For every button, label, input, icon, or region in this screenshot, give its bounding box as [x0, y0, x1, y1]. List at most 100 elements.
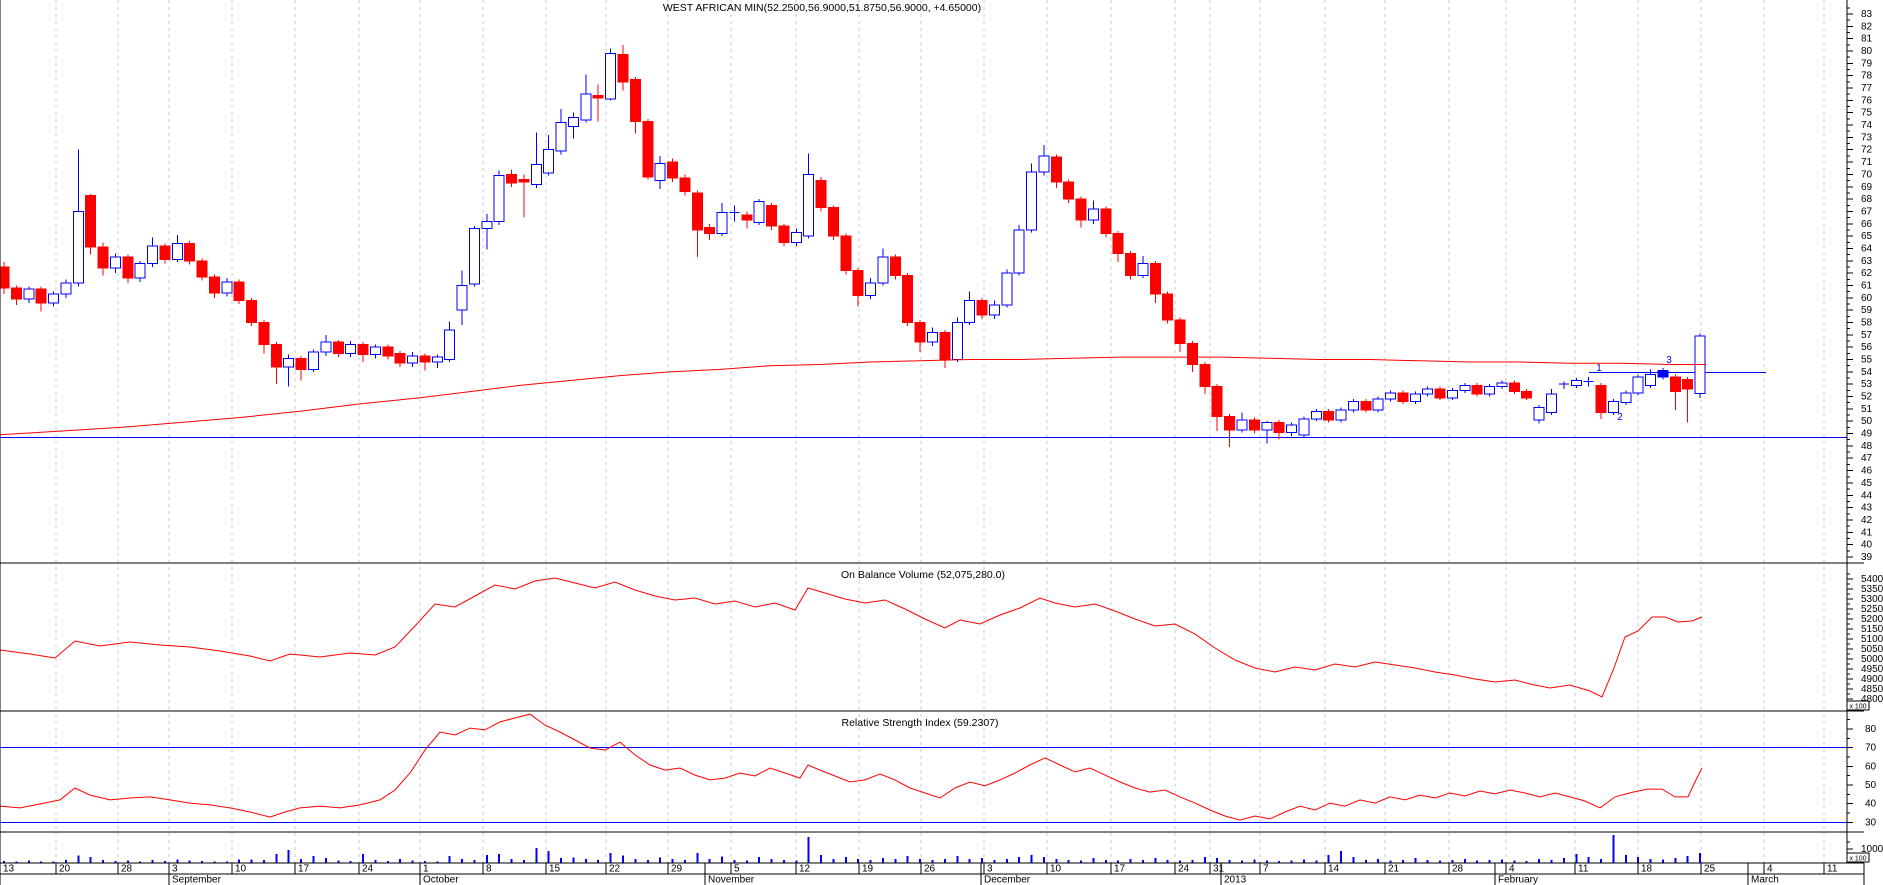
svg-text:18: 18	[1641, 864, 1653, 875]
svg-text:71: 71	[1861, 157, 1873, 168]
rsi-panel-title: Relative Strength Index (59.2307)	[841, 717, 998, 729]
svg-text:76: 76	[1861, 95, 1873, 106]
svg-text:62: 62	[1861, 268, 1873, 279]
svg-text:73: 73	[1861, 132, 1873, 143]
svg-text:1: 1	[423, 864, 429, 875]
date-axis-weeks: 13 20 28 3 10 17 24 1 8 15 22 29 5 12 19 26 3 10 17 24 31 7 14…	[0, 863, 1838, 875]
svg-text:8: 8	[486, 864, 492, 875]
svg-text:39: 39	[1861, 552, 1873, 563]
svg-text:48500: 48500	[1861, 684, 1883, 695]
svg-text:49: 49	[1861, 429, 1873, 440]
svg-text:66: 66	[1861, 219, 1873, 230]
svg-text:53500: 53500	[1861, 584, 1883, 595]
svg-text:67: 67	[1861, 206, 1873, 217]
volume-multiplier-badge: x 100	[1846, 852, 1870, 863]
svg-text:49500: 49500	[1861, 664, 1883, 675]
svg-text:83: 83	[1861, 9, 1873, 20]
svg-text:55: 55	[1861, 355, 1873, 366]
svg-text:1: 1	[1596, 363, 1602, 374]
svg-text:13: 13	[3, 864, 15, 875]
svg-text:3: 3	[987, 864, 993, 875]
svg-text:52: 52	[1861, 392, 1873, 403]
svg-text:February: February	[1498, 875, 1538, 885]
svg-text:54000: 54000	[1861, 574, 1883, 585]
weekly-gridlines	[55, 0, 1825, 863]
svg-text:October: October	[423, 875, 459, 885]
date-axis-months: September October November December 2013 Febr…	[168, 863, 1779, 885]
svg-text:5: 5	[734, 864, 740, 875]
svg-text:51000: 51000	[1861, 634, 1883, 645]
svg-text:50: 50	[1861, 416, 1873, 427]
volume-bars	[3, 835, 1702, 863]
svg-text:52000: 52000	[1861, 614, 1883, 625]
svg-text:46: 46	[1861, 466, 1873, 477]
svg-text:79: 79	[1861, 58, 1873, 69]
trend-annotations: 1 2 3	[1596, 355, 1672, 423]
obv-line	[0, 577, 1703, 698]
svg-text:56: 56	[1861, 342, 1873, 353]
svg-text:78: 78	[1861, 71, 1873, 82]
svg-text:51500: 51500	[1861, 624, 1883, 635]
svg-text:17: 17	[1114, 864, 1126, 875]
svg-text:4: 4	[1767, 864, 1773, 875]
svg-text:17: 17	[298, 864, 310, 875]
svg-text:x 100: x 100	[1849, 856, 1866, 863]
svg-text:24: 24	[362, 864, 374, 875]
svg-text:11: 11	[1827, 864, 1838, 875]
rsi-axis: 30 40 50 60 70 80	[1847, 719, 1877, 828]
svg-text:80: 80	[1861, 46, 1873, 57]
svg-text:53000: 53000	[1861, 594, 1883, 605]
svg-text:50000: 50000	[1861, 654, 1883, 665]
svg-text:54: 54	[1861, 367, 1873, 378]
svg-text:57: 57	[1861, 330, 1873, 341]
obv-multiplier-badge: x 100	[1846, 700, 1870, 711]
svg-text:48: 48	[1861, 441, 1873, 452]
svg-text:10: 10	[1050, 864, 1062, 875]
svg-text:82: 82	[1861, 21, 1873, 32]
svg-text:3: 3	[1666, 355, 1672, 366]
panel-titles: WEST AFRICAN MIN(52.2500,56.9000,51.8750…	[663, 2, 1005, 729]
svg-text:61: 61	[1861, 280, 1873, 291]
svg-text:26: 26	[924, 864, 936, 875]
svg-text:12: 12	[799, 864, 811, 875]
svg-text:49000: 49000	[1861, 674, 1883, 685]
svg-text:2: 2	[1617, 412, 1623, 423]
svg-text:65: 65	[1861, 231, 1873, 242]
candlestick-series	[0, 44, 1706, 448]
svg-text:25: 25	[1704, 864, 1716, 875]
svg-text:29: 29	[671, 864, 683, 875]
svg-text:40: 40	[1865, 799, 1877, 810]
obv-axis: 4800048500490004950050000505005100051500…	[1847, 573, 1883, 705]
svg-text:72: 72	[1861, 145, 1873, 156]
svg-text:53: 53	[1861, 379, 1873, 390]
svg-text:March: March	[1751, 875, 1779, 885]
svg-text:63: 63	[1861, 256, 1873, 267]
svg-text:19: 19	[862, 864, 874, 875]
svg-text:44: 44	[1861, 490, 1873, 501]
svg-text:28: 28	[121, 864, 133, 875]
svg-text:77: 77	[1861, 83, 1873, 94]
svg-text:7: 7	[1263, 864, 1269, 875]
svg-text:14: 14	[1328, 864, 1340, 875]
rsi-line	[0, 713, 1703, 821]
svg-text:30: 30	[1865, 817, 1877, 828]
svg-text:50: 50	[1865, 780, 1877, 791]
svg-text:68: 68	[1861, 194, 1873, 205]
price-panel-title: WEST AFRICAN MIN(52.2500,56.9000,51.8750…	[663, 2, 981, 14]
svg-text:74: 74	[1861, 120, 1873, 131]
svg-text:28: 28	[1452, 864, 1464, 875]
svg-text:70: 70	[1865, 743, 1877, 754]
svg-text:x 100: x 100	[1849, 704, 1866, 711]
svg-text:November: November	[708, 875, 755, 885]
svg-text:58: 58	[1861, 318, 1873, 329]
svg-text:59: 59	[1861, 305, 1873, 316]
svg-text:3: 3	[172, 864, 178, 875]
svg-text:75: 75	[1861, 108, 1873, 119]
svg-text:81: 81	[1861, 34, 1873, 45]
svg-text:52500: 52500	[1861, 604, 1883, 615]
svg-text:51: 51	[1861, 404, 1873, 415]
svg-text:September: September	[172, 875, 222, 885]
